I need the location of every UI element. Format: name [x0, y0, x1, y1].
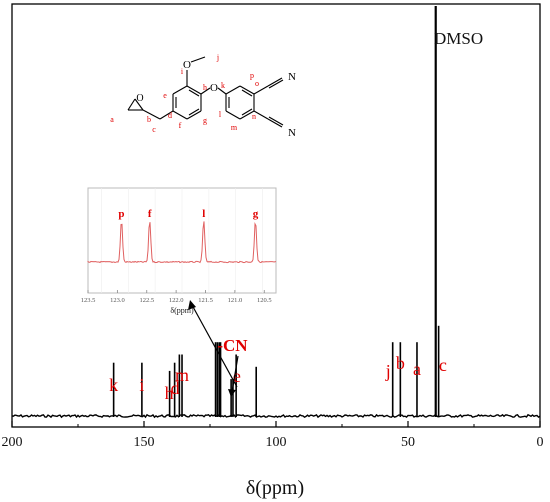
atom-o-epoxide: O — [136, 93, 143, 104]
ring2-bond — [239, 110, 255, 120]
baseline — [11, 413, 541, 419]
annotation-dmso: DMSO — [434, 29, 483, 48]
cn-arrow-head — [228, 389, 236, 397]
cn-bond — [268, 79, 284, 89]
structure-label-b: b — [147, 115, 151, 124]
atom-n2: N — [288, 127, 296, 139]
cn-bond — [253, 85, 269, 95]
inset-x-axis-label: δ(ppm) — [170, 306, 194, 315]
ch2-bond — [142, 109, 161, 120]
inset-arrow-head — [188, 300, 196, 310]
structure-label-e: e — [163, 91, 167, 100]
structure-label-f: f — [179, 121, 182, 130]
x-tick-label: 0 — [537, 435, 544, 450]
ether-bond — [217, 87, 227, 95]
inset-tick-label: 120.5 — [257, 297, 272, 304]
ring1-bond — [186, 85, 202, 95]
structure-label-d: d — [168, 111, 172, 120]
cn-bond — [253, 110, 269, 120]
x-tick-label: 200 — [2, 435, 23, 450]
structure-label-o: o — [255, 79, 259, 88]
peak-label-k: k — [109, 375, 118, 395]
epoxide-bond — [134, 98, 144, 111]
inset-peak-label-f: f — [148, 208, 152, 220]
ring1-bond — [186, 110, 202, 120]
cn-bond — [267, 118, 283, 128]
structure-label-i: i — [181, 67, 184, 76]
x-axis-label: δ(ppm) — [246, 477, 304, 499]
peak-label-i: i — [139, 375, 144, 395]
structure-label-p: p — [250, 71, 254, 80]
structure-label-g: g — [203, 116, 207, 125]
peak-label-h: h — [165, 383, 174, 403]
ch2-bond — [159, 110, 174, 120]
peak-label-j: j — [385, 361, 391, 381]
cn-bond — [267, 77, 283, 87]
inset-arrow-line — [191, 304, 238, 388]
structure-label-h: h — [203, 83, 207, 92]
inset-tick-label: 122.5 — [139, 297, 154, 304]
structure-label-k: k — [221, 81, 225, 90]
atom-o-methoxy: O — [183, 59, 191, 71]
peak-labels: k i hdm -CN e j b a c — [109, 300, 447, 403]
methoxy-bond — [190, 56, 206, 63]
ring2-bond — [239, 85, 255, 95]
peak-label-c: c — [439, 355, 447, 375]
structure-label-n: n — [252, 112, 256, 121]
structure-label-m: m — [231, 123, 238, 132]
structure-label-l: l — [219, 110, 222, 119]
peak-label-m: m — [175, 365, 189, 385]
atom-n1: N — [288, 71, 296, 83]
cn-bond — [268, 116, 284, 126]
peak-label-a: a — [413, 359, 421, 379]
inset-tick-label: 123.5 — [81, 297, 96, 304]
peak-label-d: d — [171, 378, 180, 398]
x-tick-label: 100 — [266, 435, 287, 450]
ring2-bond — [225, 110, 241, 120]
main-spectrum — [11, 6, 541, 419]
peak-label-CN: -CN — [217, 336, 248, 355]
ring1-bond — [172, 85, 188, 95]
axes: 200 150 100 50 0 — [2, 3, 544, 450]
inset-peak-label-g: g — [253, 208, 259, 220]
molecule-structure: O O O N Na bc d e f g h i j k lm n op — [110, 53, 296, 139]
ring2-double — [241, 89, 253, 97]
ring1-double — [188, 89, 200, 97]
structure-label-c: c — [152, 125, 156, 134]
inset-peak-label-l: l — [202, 208, 205, 220]
peak-label-b: b — [396, 353, 405, 373]
structure-label-j: j — [216, 53, 219, 62]
inset-tick-label: 121.0 — [228, 297, 243, 304]
inset-peak-label-p: p — [118, 208, 124, 220]
cn-arrow-line — [231, 355, 239, 393]
ring2-double — [241, 108, 253, 116]
epoxide-bond — [127, 98, 136, 111]
structure-label-a: a — [110, 115, 114, 124]
x-tick-label: 50 — [401, 435, 415, 450]
ring1-bond — [172, 110, 188, 120]
ether-bond — [200, 87, 211, 95]
atom-o-ether: O — [210, 82, 218, 94]
peak-label-e: e — [233, 366, 241, 386]
x-tick-label: 150 — [134, 435, 155, 450]
inset-tick-label: 123.0 — [110, 297, 125, 304]
ring1-double — [188, 108, 200, 116]
inset-spectrum — [87, 221, 277, 264]
ring2-bond — [225, 85, 241, 95]
inset-tick-label: 121.5 — [198, 297, 213, 304]
inset-panel: p f l g 123.5 123.0 122.5 122.0 121.5 121.0 120.5 δ… — [81, 187, 277, 315]
inset-tick-label: 122.0 — [169, 297, 184, 304]
